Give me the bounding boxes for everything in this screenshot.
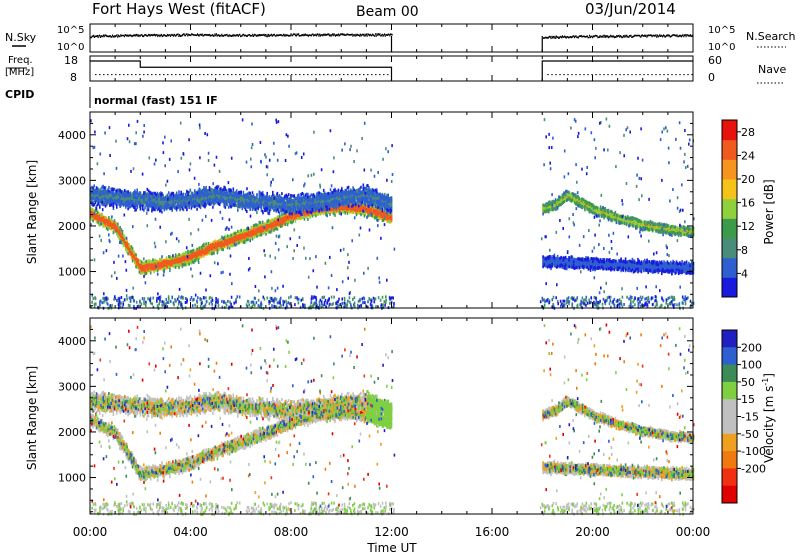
time-xlabel: Time UT (366, 541, 417, 554)
freq-label-line2: [MHz] (5, 67, 34, 78)
velocity-cbar-seg-5 (722, 416, 737, 435)
velocity-cells-5 (90, 324, 695, 516)
freq-trace-second (541, 60, 693, 81)
power-cbar-label-6: 28 (741, 126, 755, 139)
time-axis: 00:00 04:00 08:00 12:00 16:00 20:00 00:00 (73, 24, 711, 539)
xtick-label-3: 12:00 (374, 525, 409, 539)
velocity-cbar-label: Velocity [m s-1] (761, 373, 776, 463)
xtick-label-2: 08:00 (274, 525, 309, 539)
nave-tick-bottom: 0 (708, 71, 715, 84)
power-cbar-label-3: 16 (741, 197, 755, 210)
noise-tick-top-left: 10^5 (57, 25, 84, 36)
power-scatter (90, 117, 695, 311)
velocity-cbar-label-0: 200 (741, 341, 762, 354)
xtick-label-0: 00:00 (73, 525, 108, 539)
power-ytick-label-2: 3000 (58, 174, 86, 187)
power-ytick-label-0: 1000 (58, 266, 86, 279)
velocity-ylabel: Slant Range [km] (25, 366, 39, 470)
velocity-cbar-label-5: -50 (741, 428, 759, 441)
xtick-label-4: 16:00 (475, 525, 510, 539)
velocity-cells-2 (90, 325, 695, 513)
power-ylabel: Slant Range [km] (25, 160, 39, 264)
nsky-trace (90, 33, 694, 40)
freq-trace-first (90, 60, 393, 81)
velocity-cbar-seg-7 (722, 451, 737, 469)
power-cells-3 (90, 194, 694, 273)
power-colorbar: 4 8 12 16 20 24 28 (721, 119, 755, 298)
xtick-label-1: 04:00 (173, 525, 208, 539)
nave-label: Nave (758, 63, 786, 76)
velocity-cbar-seg-8 (722, 468, 737, 487)
power-cbar-seg-8 (722, 120, 737, 141)
power-cbar-frame (721, 119, 738, 298)
velocity-colorbar: 200 100 50 15 -15 -50 -100 -200 (721, 329, 766, 504)
velocity-cbar-seg-9 (722, 485, 737, 504)
velocity-ytick-label-1: 2000 (58, 426, 86, 439)
freq-tick-top: 18 (64, 54, 78, 67)
noise-tick-bottom-right: 10^0 (708, 42, 735, 53)
cpid-text: normal (fast) 151 IF (94, 94, 218, 107)
nave-tick-top: 60 (708, 54, 722, 67)
power-cells-4 (90, 191, 695, 275)
power-cbar-label-2: 12 (741, 220, 755, 233)
station-title: Fort Hays West (fitACF) (92, 0, 266, 18)
power-cbar-seg-5 (722, 179, 737, 200)
power-cbar-seg-3 (722, 218, 737, 239)
velocity-cbar-seg-3 (722, 381, 737, 400)
power-ytick-label-3: 4000 (58, 129, 86, 142)
power-cbar-label-4: 20 (741, 173, 755, 186)
cpid-label: CPID (5, 88, 34, 101)
power-cbar-seg-1 (722, 257, 737, 278)
velocity-cbar-label-3: 15 (741, 393, 755, 406)
power-cbar-seg-6 (722, 159, 737, 180)
power-cells-7 (90, 118, 695, 310)
beam-title: Beam 00 (356, 4, 419, 20)
velocity-cbar-seg-0 (722, 330, 737, 348)
power-cbar-seg-7 (722, 139, 737, 160)
velocity-cbar-label-1: 100 (741, 359, 762, 372)
velocity-cbar-seg-4 (722, 399, 737, 417)
power-cbar-seg-0 (722, 277, 737, 298)
xtick-label-6: 00:00 (676, 525, 711, 539)
velocity-cbar-seg-1 (722, 347, 737, 366)
velocity-ytick-label-0: 1000 (58, 472, 86, 485)
nsky-label: N.Sky (5, 31, 37, 44)
noise-tick-bottom-left: 10^0 (57, 42, 84, 53)
velocity-cbar-label-4: -15 (741, 411, 759, 424)
freq-tick-bottom: 8 (70, 71, 77, 84)
nsearch-label: N.Search (746, 30, 796, 43)
velocity-ytick-label-3: 4000 (58, 335, 86, 348)
power-cbar-seg-4 (722, 198, 737, 219)
velocity-cbar-seg-2 (722, 364, 737, 383)
power-cbar-label: Power [dB] (762, 179, 776, 244)
xtick-label-5: 20:00 (575, 525, 610, 539)
velocity-scatter (90, 323, 695, 517)
freq-label-line1: Freq. (8, 55, 33, 66)
power-ytick-label-1: 2000 (58, 220, 86, 233)
power-axes: 1000 2000 3000 4000 (58, 111, 693, 307)
velocity-axes: 1000 2000 3000 4000 (58, 317, 693, 513)
velocity-cbar-label-6: -100 (741, 445, 766, 458)
power-cbar-label-1: 8 (741, 244, 748, 257)
noise-tick-top-right: 10^5 (708, 25, 735, 36)
velocity-ytick-label-2: 3000 (58, 380, 86, 393)
velocity-cbar-seg-6 (722, 433, 737, 452)
date-title: 03/Jun/2014 (585, 0, 676, 18)
power-cbar-label-0: 4 (741, 267, 748, 280)
velocity-cbar-label-7: -200 (741, 462, 766, 475)
power-cbar-seg-2 (722, 238, 737, 259)
power-cbar-label-5: 24 (741, 149, 755, 162)
freq-plot (90, 60, 693, 81)
velocity-cbar-label-2: 50 (741, 376, 755, 389)
